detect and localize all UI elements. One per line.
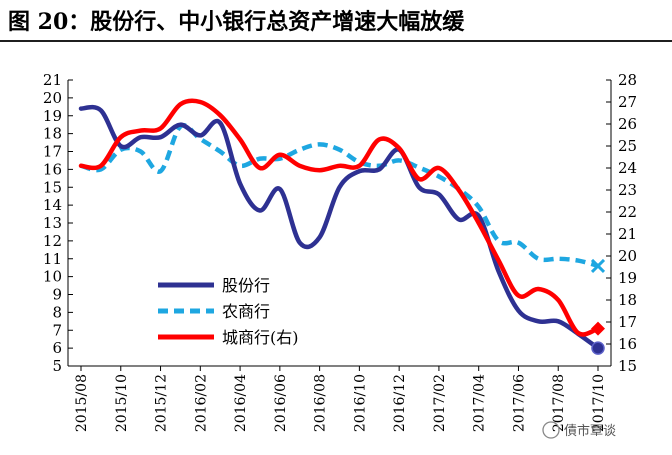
legend-label: 农商行: [222, 302, 270, 321]
y-right-tick-label: 24: [618, 159, 637, 177]
chart-axes: 5678910111213141516171819202115161718192…: [43, 71, 637, 432]
end-marker-circle: [591, 341, 605, 355]
x-tick-label: 2017/10: [591, 374, 607, 432]
y-right-tick-label: 17: [618, 313, 637, 331]
y-left-tick-label: 10: [43, 268, 62, 286]
y-left-tick-label: 11: [43, 250, 62, 268]
y-left-tick-label: 12: [43, 232, 62, 250]
x-tick-label: 2016/10: [352, 374, 368, 432]
y-left-tick-label: 16: [43, 160, 62, 178]
wechat-icon: [542, 421, 560, 439]
y-left-tick-label: 7: [52, 321, 62, 339]
series-line-chengshang: [78, 98, 601, 337]
y-right-tick-label: 27: [618, 93, 637, 111]
y-right-tick-label: 22: [618, 203, 637, 221]
x-tick-label: 2015/12: [154, 374, 170, 432]
y-left-tick-label: 14: [43, 196, 62, 214]
y-left-tick-label: 17: [43, 143, 62, 161]
chart-series: [78, 98, 606, 355]
y-left-tick-label: 5: [52, 357, 62, 375]
y-left-tick-label: 19: [43, 107, 62, 125]
end-marker-diamond: [591, 321, 605, 336]
chart-title: 图 20：股份行、中小银行总资产增速大幅放缓: [8, 9, 465, 35]
watermark-text: 債市覃谈: [564, 423, 616, 439]
x-tick-label: 2017/06: [511, 374, 527, 432]
y-right-tick-label: 25: [618, 137, 637, 155]
y-left-tick-label: 6: [52, 339, 62, 357]
y-left-tick-label: 9: [52, 286, 62, 304]
x-tick-label: 2016/06: [273, 374, 289, 432]
y-right-tick-label: 19: [618, 269, 637, 287]
y-right-tick-label: 23: [618, 181, 637, 199]
y-right-tick-label: 21: [618, 225, 637, 243]
y-left-tick-label: 15: [43, 178, 62, 196]
series-line-gufen: [78, 104, 601, 351]
legend-label: 城商行(右): [222, 328, 299, 347]
legend-label: 股份行: [222, 276, 270, 295]
x-tick-label: 2017/04: [472, 374, 488, 432]
y-right-tick-label: 26: [618, 115, 637, 133]
y-left-tick-label: 21: [43, 71, 62, 89]
x-tick-label: 2015/10: [114, 374, 130, 432]
y-right-tick-label: 16: [618, 335, 637, 353]
series-line-nongshang: [80, 123, 599, 269]
watermark: 債市覃谈: [542, 421, 616, 439]
y-right-tick-label: 15: [618, 357, 637, 375]
x-tick-label: 2017/08: [551, 374, 567, 432]
y-right-tick-label: 28: [618, 71, 637, 89]
end-marker-x: [590, 258, 606, 273]
x-tick-label: 2017/02: [432, 374, 448, 432]
y-left-tick-label: 8: [52, 303, 62, 321]
y-left-tick-label: 13: [43, 214, 62, 232]
x-tick-label: 2016/12: [392, 374, 408, 432]
y-right-tick-label: 18: [618, 291, 637, 309]
x-tick-label: 2016/02: [193, 374, 209, 432]
title-divider: [0, 40, 672, 42]
x-tick-label: 2015/08: [74, 374, 90, 432]
x-tick-label: 2016/08: [313, 374, 329, 432]
y-left-tick-label: 18: [43, 125, 62, 143]
y-right-tick-label: 20: [618, 247, 637, 265]
y-left-tick-label: 20: [43, 89, 62, 107]
x-tick-label: 2016/04: [233, 374, 249, 432]
